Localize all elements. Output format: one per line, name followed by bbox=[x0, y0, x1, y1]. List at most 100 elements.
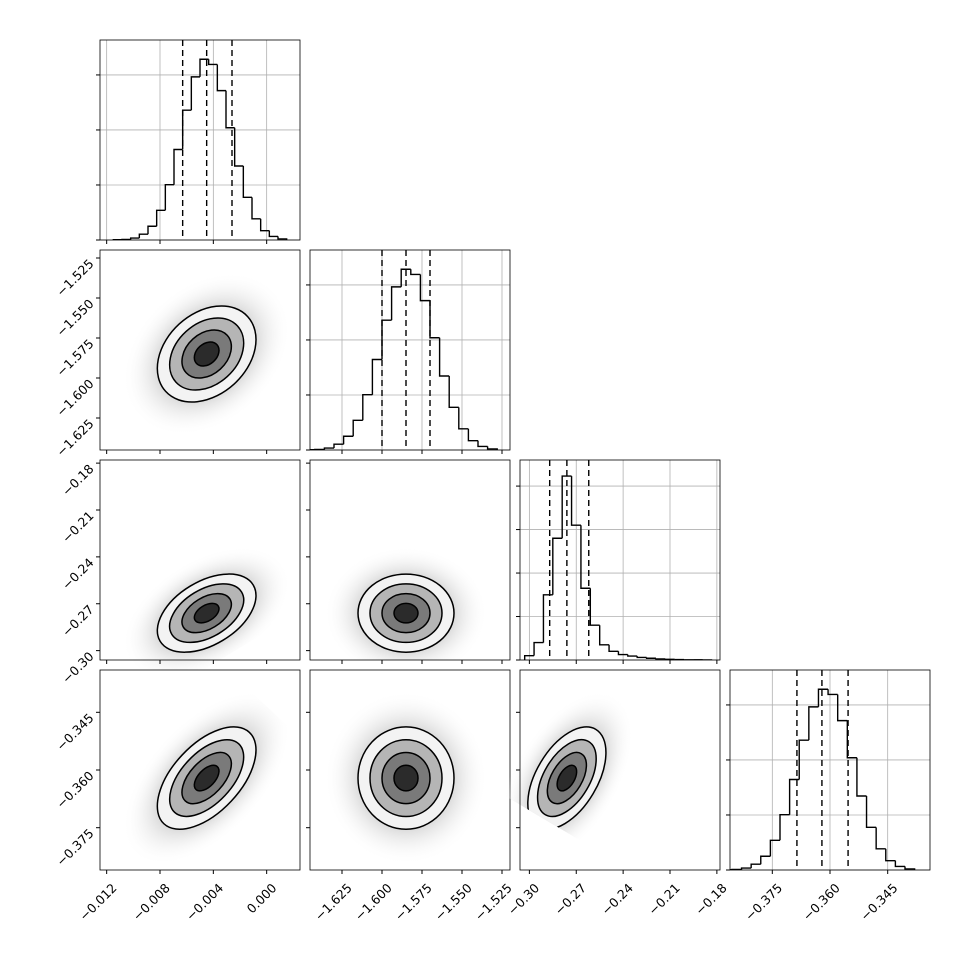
x-tick-label: −0.004 bbox=[183, 880, 226, 923]
hist-bin bbox=[458, 407, 469, 430]
hist-bin bbox=[147, 225, 157, 235]
hist-bin bbox=[655, 658, 666, 660]
hist-bin bbox=[400, 268, 411, 287]
hist-bin bbox=[390, 286, 402, 321]
hist-bin bbox=[173, 148, 183, 185]
hist-bin bbox=[608, 644, 619, 653]
x-tick-label: −0.012 bbox=[76, 880, 119, 923]
y-tick-label: −1.625 bbox=[53, 416, 96, 459]
hist-bin bbox=[251, 197, 261, 220]
y-tick-label: −0.27 bbox=[59, 602, 97, 640]
hist-bin bbox=[779, 814, 790, 841]
density-fill bbox=[194, 765, 220, 791]
contour bbox=[357, 726, 455, 830]
contour bbox=[156, 305, 257, 403]
contour bbox=[193, 602, 220, 624]
y-tick-label: −0.21 bbox=[59, 508, 97, 546]
hist-bin bbox=[617, 651, 628, 656]
histogram bbox=[112, 40, 288, 240]
density bbox=[324, 546, 488, 660]
hist-bin bbox=[233, 127, 244, 167]
hist-bin bbox=[523, 654, 535, 660]
hist-bin bbox=[448, 375, 459, 409]
panel-frame bbox=[309, 249, 511, 451]
contour bbox=[546, 751, 588, 805]
panel-frame bbox=[519, 459, 721, 661]
histogram bbox=[310, 250, 498, 450]
contour bbox=[536, 738, 597, 818]
hist-bin bbox=[760, 855, 771, 865]
hist-bin bbox=[467, 428, 478, 442]
y-tick-label: −0.18 bbox=[59, 461, 97, 499]
hist-bin bbox=[875, 827, 886, 850]
x-tick-label: −0.24 bbox=[598, 880, 636, 918]
hist-bin bbox=[750, 863, 761, 869]
contour bbox=[181, 329, 233, 379]
hist-bin bbox=[216, 64, 226, 92]
density-fill bbox=[394, 603, 418, 623]
hist-bin bbox=[419, 274, 430, 302]
hist-bin bbox=[190, 76, 200, 111]
hist-bin bbox=[865, 795, 877, 829]
y-tick-label: −0.30 bbox=[59, 649, 97, 687]
hist-bin bbox=[769, 839, 780, 857]
hist-bin bbox=[798, 739, 809, 780]
x-tick-label: −0.008 bbox=[130, 880, 173, 923]
hist-bin bbox=[580, 525, 591, 589]
x-tick-label: −0.375 bbox=[742, 880, 785, 923]
contour bbox=[181, 592, 233, 634]
density bbox=[324, 691, 488, 866]
hist-bin bbox=[817, 688, 829, 707]
hist-bin bbox=[836, 694, 848, 722]
y-tick-label: −0.360 bbox=[53, 768, 96, 811]
contour bbox=[357, 573, 455, 653]
hist-bin bbox=[323, 447, 334, 450]
hist-bin bbox=[410, 269, 421, 276]
hist-bin bbox=[904, 866, 916, 870]
contour bbox=[369, 738, 443, 818]
x-tick-label: 0.000 bbox=[244, 880, 280, 916]
hist-bin bbox=[362, 394, 373, 421]
contour bbox=[556, 764, 578, 792]
x-tick-label: −0.21 bbox=[645, 880, 683, 918]
hist-bin bbox=[225, 90, 235, 129]
x-tick-label: −0.27 bbox=[551, 880, 589, 918]
hist-bin bbox=[207, 59, 218, 66]
hist-bin bbox=[894, 860, 905, 868]
hist-bin bbox=[342, 435, 354, 445]
hist-bin bbox=[371, 358, 382, 395]
hist-bin bbox=[164, 184, 174, 211]
hist-bin bbox=[199, 58, 209, 77]
x-tick-label: −1.525 bbox=[472, 880, 515, 923]
histogram bbox=[730, 670, 916, 870]
density bbox=[122, 691, 291, 866]
hist-bin bbox=[645, 657, 656, 659]
hist-bin bbox=[808, 706, 819, 741]
hist-bin bbox=[277, 236, 288, 240]
contour bbox=[381, 592, 431, 634]
x-tick-label: −1.600 bbox=[352, 880, 395, 923]
hist-bin bbox=[129, 237, 140, 240]
panel bbox=[310, 250, 510, 450]
hist-bin bbox=[827, 689, 838, 696]
x-tick-label: −0.18 bbox=[692, 880, 730, 918]
density-fill bbox=[394, 765, 418, 791]
hist-bin bbox=[740, 867, 752, 870]
hist-bin bbox=[561, 475, 572, 539]
hist-bin bbox=[885, 848, 896, 862]
contour bbox=[156, 726, 257, 830]
hist-bin bbox=[846, 720, 857, 759]
x-tick-label: −0.30 bbox=[505, 880, 543, 918]
density bbox=[122, 272, 291, 436]
panel-frame bbox=[99, 39, 301, 241]
hist-bin bbox=[598, 625, 610, 646]
contour bbox=[168, 738, 245, 818]
contour bbox=[156, 573, 257, 653]
x-tick-label: −0.360 bbox=[800, 880, 843, 923]
x-tick-label: −1.550 bbox=[432, 880, 475, 923]
hist-bin bbox=[259, 218, 270, 232]
hist-bin bbox=[552, 537, 563, 595]
hist-bin bbox=[268, 230, 278, 238]
density-fill bbox=[194, 342, 219, 367]
